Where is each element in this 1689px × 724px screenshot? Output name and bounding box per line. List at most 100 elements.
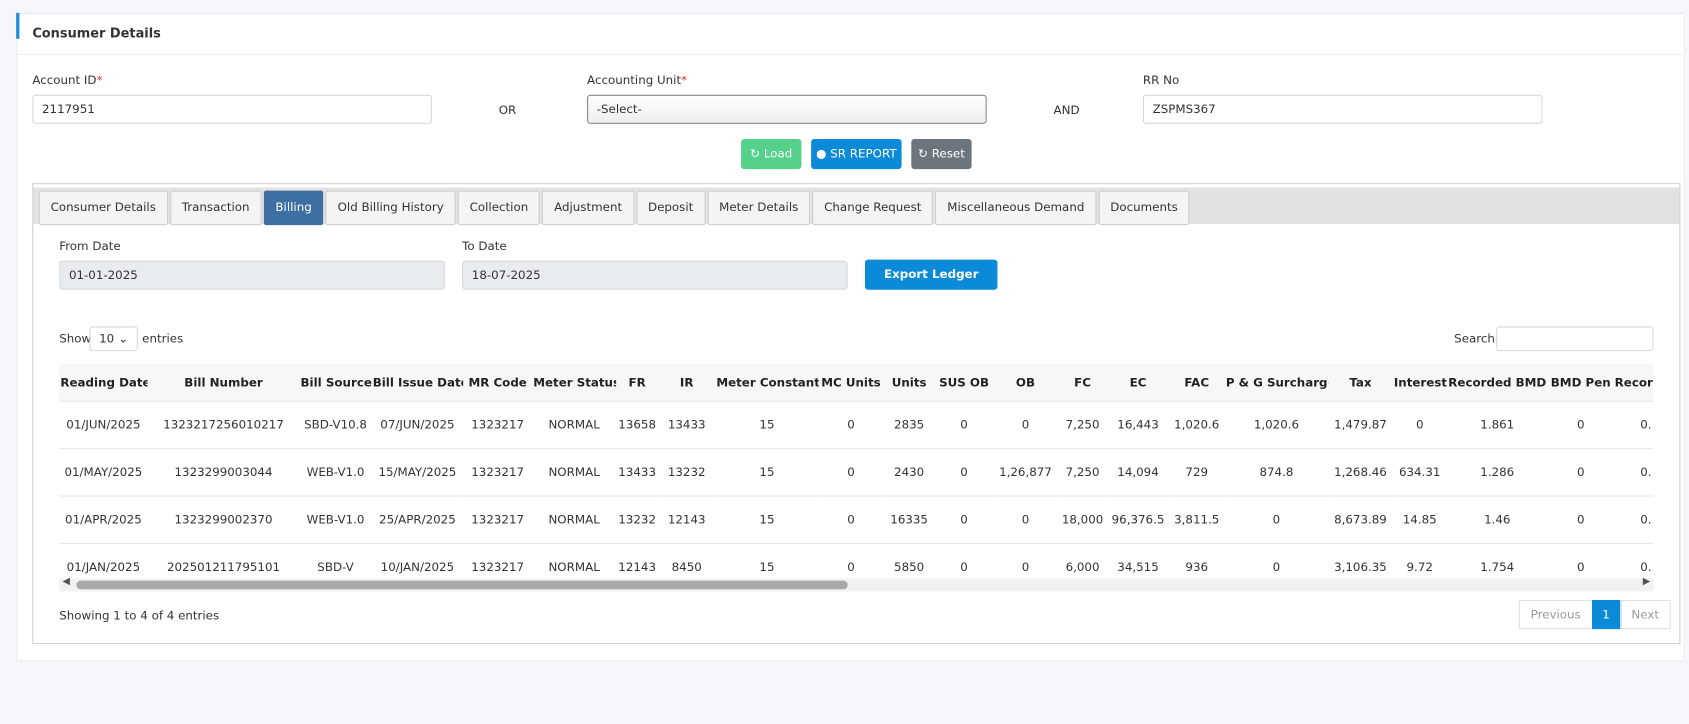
cell: 7,250 <box>1057 400 1108 449</box>
date-input[interactable]: 01-01-2025 <box>59 260 445 290</box>
cell: 0. <box>1613 495 1654 544</box>
date-input[interactable]: 18-07-2025 <box>462 260 848 290</box>
cell: NORMAL <box>532 542 617 578</box>
cell: 1323217 <box>463 495 533 544</box>
tab[interactable]: Change Request <box>812 190 934 226</box>
cell: 13433 <box>616 448 659 497</box>
column-header[interactable]: Bill Number <box>147 364 300 402</box>
column-header[interactable]: Recorded BMD <box>1446 364 1548 402</box>
cell: 1,268.46 <box>1328 448 1393 497</box>
cell: 0 <box>1224 542 1329 578</box>
cell: 34,515 <box>1107 542 1169 578</box>
column-header[interactable]: Meter Status <box>532 364 617 402</box>
button[interactable]: ● SR REPORT <box>811 138 902 170</box>
tab[interactable]: Consumer Details <box>38 190 168 226</box>
column-header[interactable]: MC Units <box>818 364 884 402</box>
join: OR <box>498 103 517 118</box>
label: To Date <box>462 239 507 254</box>
page-size[interactable]: 10 ⌄ <box>89 326 138 352</box>
page-button[interactable]: Next <box>1619 599 1671 630</box>
label-text: Account ID <box>32 73 97 88</box>
column-header[interactable]: OB <box>993 364 1058 402</box>
export-button[interactable]: Export Ledger Extract <box>864 259 998 311</box>
cell: NORMAL <box>532 448 617 497</box>
button[interactable]: ↻ Reset <box>911 138 972 170</box>
cell: 874.8 <box>1224 448 1329 497</box>
column-header[interactable]: Recorded <box>1613 364 1654 402</box>
cell: SBD-V10.8 <box>299 400 372 449</box>
button-text: Load <box>763 146 793 161</box>
cell: 0 <box>934 542 994 578</box>
row: 01/APR/2025 1323299002370 WEB-V1.0 25/APR/2… <box>59 495 1654 544</box>
cell: 1.861 <box>1446 400 1548 449</box>
column-header[interactable]: Bill Source <box>299 364 372 402</box>
column-header[interactable]: Bill Issue Date <box>371 364 464 402</box>
tab[interactable]: Deposit <box>636 190 706 226</box>
table-wrap: Reading Date Bill Number Bill Source Bill I… <box>59 364 1654 578</box>
cell: 0 <box>818 448 884 497</box>
column-header[interactable]: Tax <box>1328 364 1393 402</box>
table: Reading Date Bill Number Bill Source Bill I… <box>59 364 1654 578</box>
arrow[interactable]: ◀ <box>62 576 70 588</box>
cell: 8,673.89 <box>1328 495 1393 544</box>
select[interactable]: -Select- <box>587 94 987 124</box>
column-header[interactable]: IR <box>658 364 716 402</box>
row: 01/JUN/2025 1323217256010217 SBD-V10.8 07/J… <box>59 400 1654 449</box>
cell: 1323217 <box>463 542 533 578</box>
column-header[interactable]: EC <box>1107 364 1169 402</box>
cell: 14,094 <box>1107 448 1169 497</box>
column-header[interactable]: FR <box>616 364 659 402</box>
label: Show <box>59 331 92 346</box>
column-header[interactable]: Reading Date <box>59 364 148 402</box>
cell: 01/APR/2025 <box>59 495 148 544</box>
cell: 0 <box>1547 448 1614 497</box>
cell: 10/JAN/2025 <box>371 542 464 578</box>
join: AND <box>1053 103 1080 118</box>
required: * <box>96 73 103 88</box>
column-header[interactable]: P & G Surcharge <box>1224 364 1329 402</box>
scroll-thumb[interactable] <box>76 580 848 590</box>
column-header[interactable]: MR Code <box>463 364 533 402</box>
column-header[interactable]: Units <box>883 364 935 402</box>
label: Account ID* <box>32 73 102 87</box>
tab[interactable]: Documents <box>1098 190 1190 226</box>
button-text: SR REPORT <box>830 146 897 161</box>
column-header[interactable]: BMD Pen <box>1547 364 1614 402</box>
cell: 1,020.6 <box>1168 400 1225 449</box>
cell: 2835 <box>883 400 935 449</box>
cell: 01/JUN/2025 <box>59 400 148 449</box>
search-input[interactable] <box>1496 326 1654 352</box>
tab[interactable]: Collection <box>457 190 541 226</box>
info: Showing 1 to 4 of 4 entries <box>59 608 220 623</box>
cell: 0. <box>1613 448 1654 497</box>
tab[interactable]: Miscellaneous Demand <box>935 190 1097 226</box>
pagination: Previous 1 Next <box>1518 599 1671 630</box>
tab[interactable]: Old Billing History <box>325 190 456 226</box>
column-header[interactable]: FAC <box>1168 364 1225 402</box>
input[interactable]: 2117951 <box>32 94 432 124</box>
tab[interactable]: Adjustment <box>542 190 634 226</box>
tab[interactable]: Transaction <box>169 190 262 226</box>
cell: 3,106.35 <box>1328 542 1393 578</box>
button[interactable]: ↻ Load <box>741 138 802 170</box>
scroll-track: ◀ ▶ <box>59 576 1654 592</box>
required: * <box>681 73 688 88</box>
cell: 1323299003044 <box>147 448 300 497</box>
cell: 1,26,877 <box>993 448 1058 497</box>
cell: 18,000 <box>1057 495 1108 544</box>
page-button[interactable]: 1 <box>1591 599 1621 630</box>
column-header[interactable]: Interest <box>1392 364 1447 402</box>
column-header[interactable]: FC <box>1057 364 1108 402</box>
cell: 5850 <box>883 542 935 578</box>
page-button[interactable]: Previous <box>1518 599 1593 630</box>
row: 01/JAN/2025 202501211795101 SBD-V 10/JAN/20… <box>59 542 1654 578</box>
label-text: RR No <box>1142 73 1180 88</box>
cell: 15 <box>715 495 819 544</box>
column-header[interactable]: Meter Constant <box>715 364 819 402</box>
input[interactable]: ZSPMS367 <box>1142 94 1543 124</box>
tab[interactable]: Meter Details <box>707 190 811 226</box>
arrow[interactable]: ▶ <box>1642 576 1651 588</box>
column-header[interactable]: SUS OB <box>934 364 994 402</box>
tab[interactable]: Billing <box>263 190 324 226</box>
